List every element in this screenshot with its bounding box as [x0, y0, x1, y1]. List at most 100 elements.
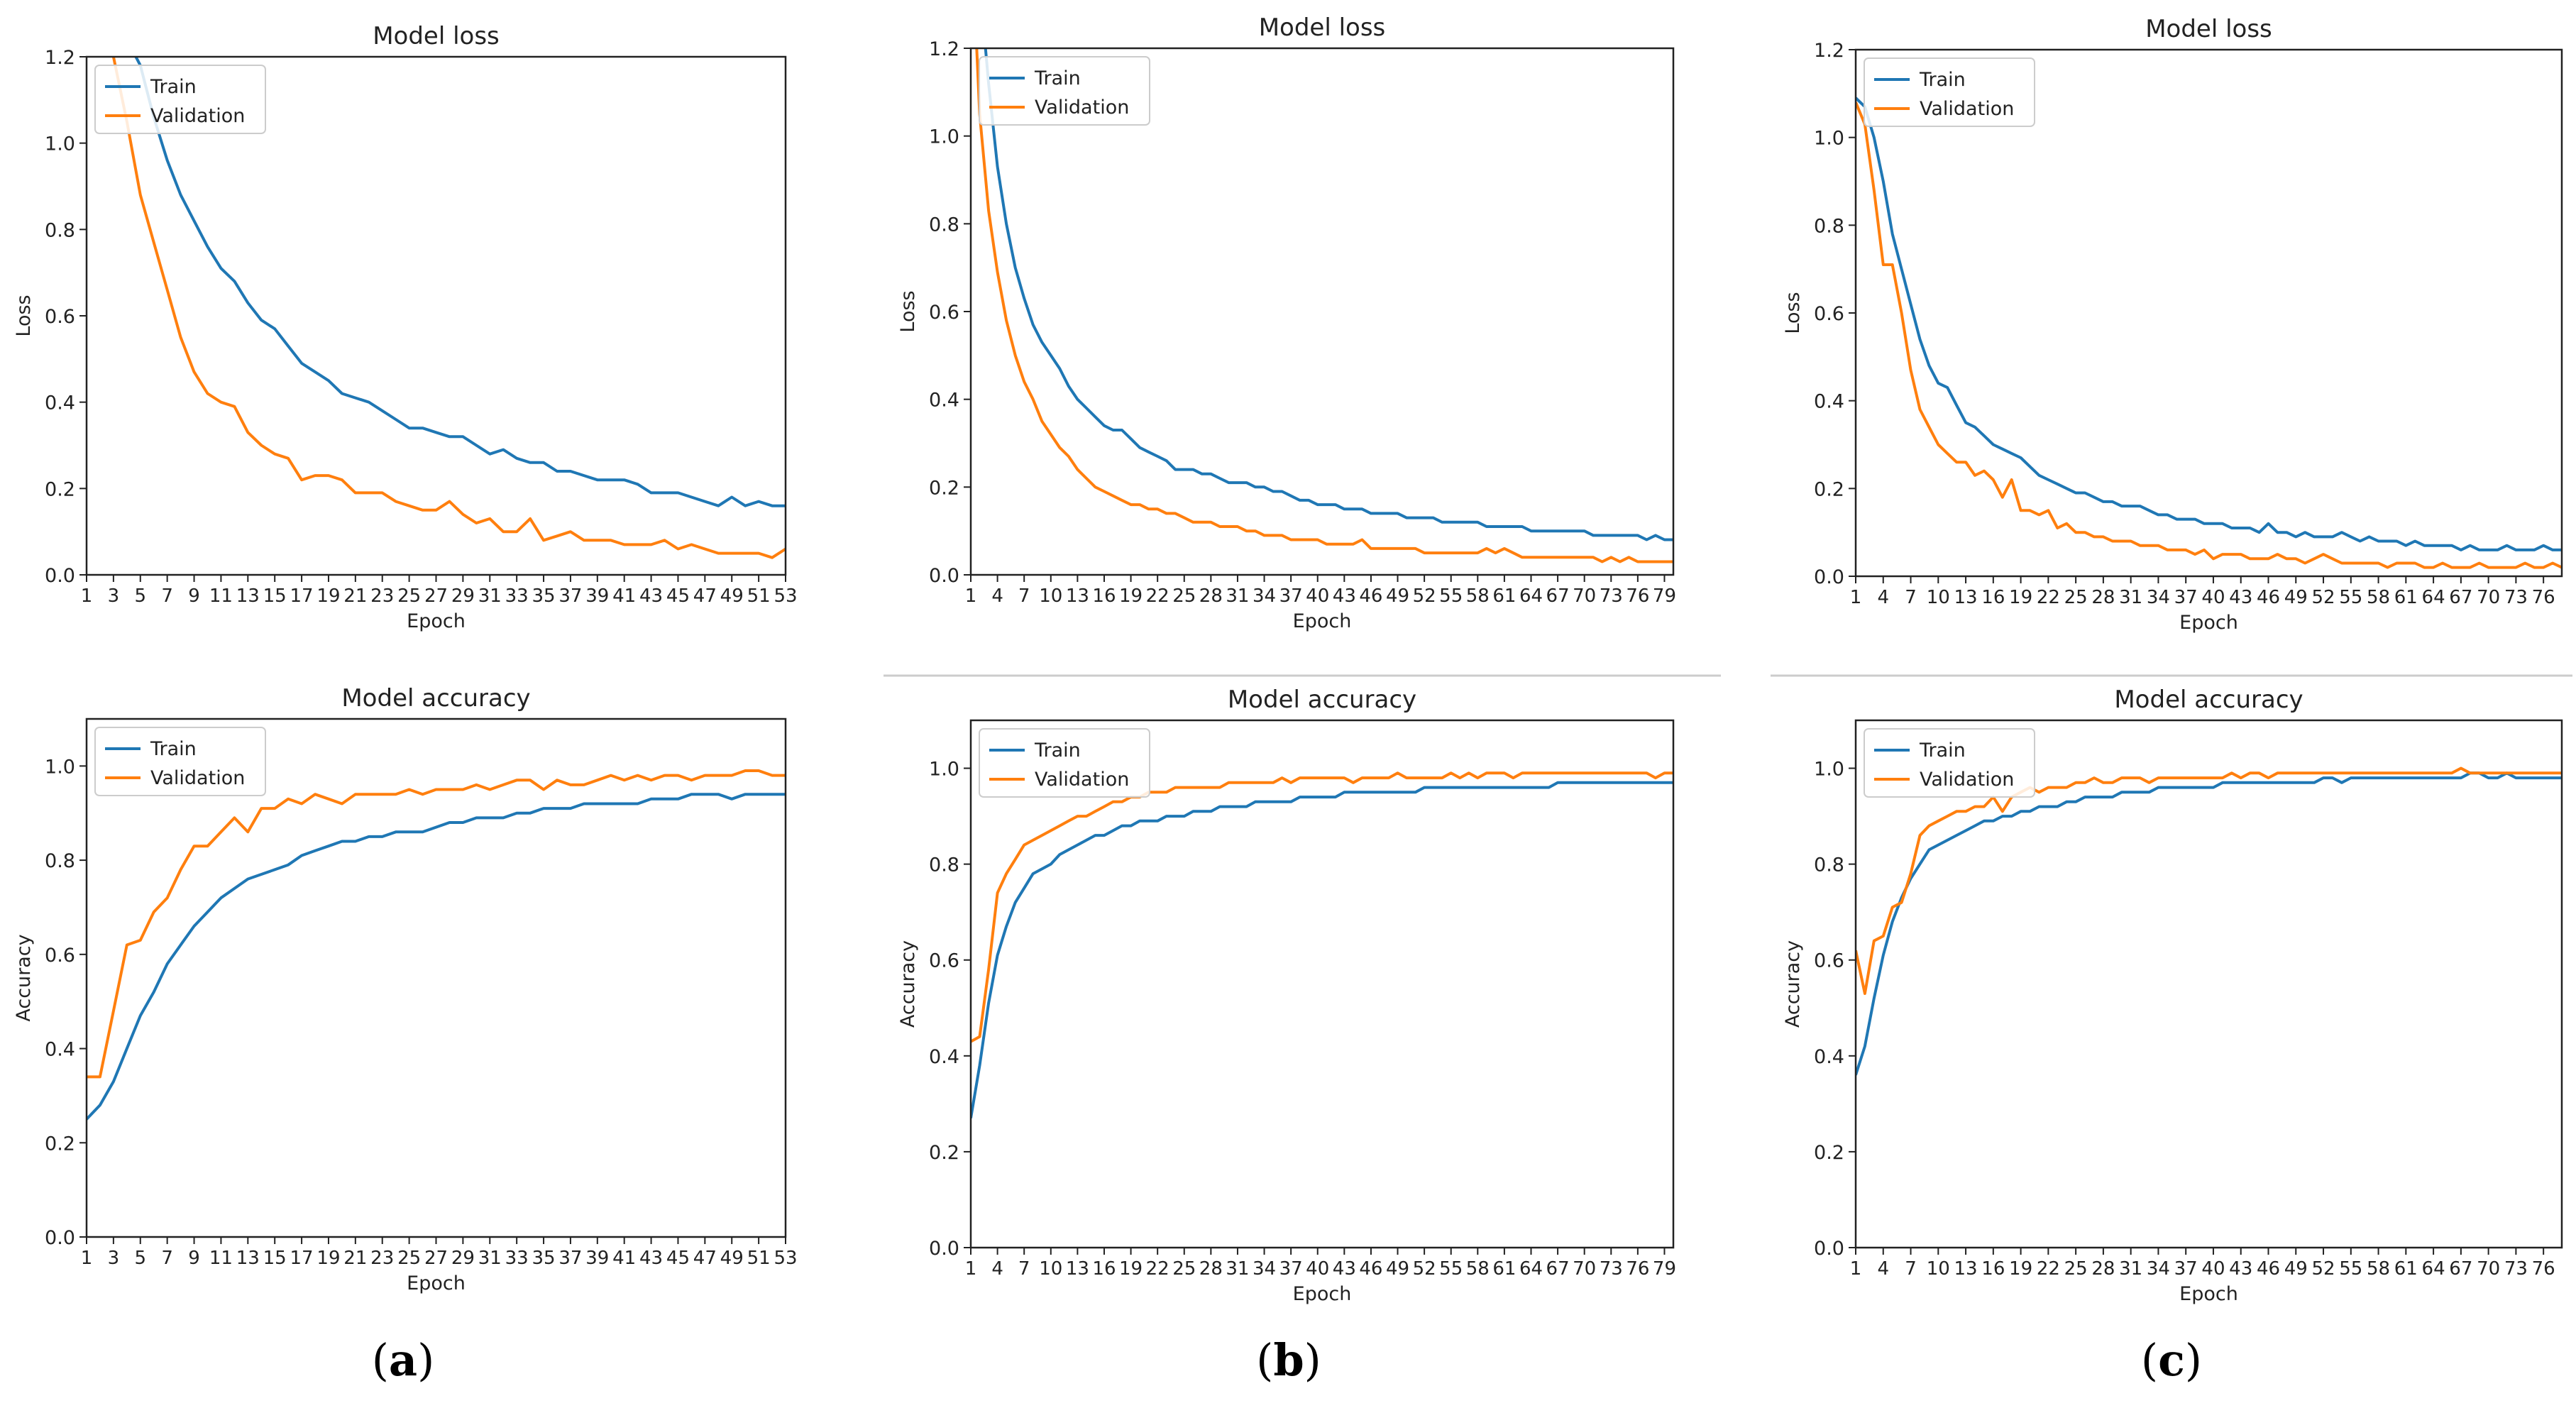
y-tick-label: 0.4 [929, 1046, 959, 1068]
x-tick-label: 52 [2311, 587, 2335, 608]
series-line-train [134, 57, 786, 507]
legend-label-train: Train [1034, 739, 1081, 761]
y-axis-label: Accuracy [13, 934, 35, 1021]
x-tick-label: 37 [2174, 587, 2198, 608]
x-tick-label: 27 [424, 1248, 448, 1269]
x-tick-label: 13 [1066, 585, 1089, 607]
x-tick-label: 64 [2422, 1258, 2445, 1280]
y-tick-label: 0.0 [929, 1238, 959, 1260]
x-axis-label: Epoch [407, 610, 466, 632]
legend-label-validation: Validation [150, 767, 245, 789]
x-tick-label: 67 [1546, 1258, 1570, 1280]
x-tick-label: 10 [1039, 585, 1062, 607]
x-tick-label: 7 [1905, 1258, 1917, 1280]
x-tick-label: 9 [188, 1248, 200, 1269]
x-tick-label: 7 [161, 585, 173, 607]
legend-label-train: Train [1034, 67, 1081, 89]
x-tick-label: 34 [1253, 585, 1276, 607]
x-tick-label: 51 [747, 1248, 771, 1269]
plot-frame [85, 717, 787, 1238]
y-axis-label: Accuracy [897, 940, 919, 1028]
x-tick-label: 3 [108, 1248, 120, 1269]
y-tick-label: 0.2 [929, 1142, 959, 1164]
x-tick-label: 27 [424, 585, 448, 607]
x-tick-label: 64 [2422, 587, 2445, 608]
plot-frame [1854, 48, 2563, 578]
series-line-validation [87, 769, 786, 1079]
chart-title: Model accuracy [1228, 686, 1416, 714]
x-tick-label: 43 [1333, 585, 1356, 607]
x-axis-label: Epoch [1293, 610, 1352, 632]
x-tick-label: 33 [505, 585, 529, 607]
x-tick-label: 25 [2064, 587, 2088, 608]
x-tick-label: 34 [2147, 587, 2170, 608]
chart-b-loss: Model loss 0.0 0.2 0.4 0.6 0.8 1.0 1.2 1 4 7 10 13 16… [897, 13, 1676, 632]
panel-label-b: (b) [1256, 1334, 1321, 1386]
x-tick-label: 1 [965, 585, 977, 607]
x-tick-label: 67 [2449, 587, 2472, 608]
x-tick-label: 49 [1386, 1258, 1409, 1280]
y-tick-label: 0.2 [1814, 478, 1844, 500]
x-tick-label: 16 [1981, 1258, 2005, 1280]
x-tick-label: 73 [1600, 585, 1623, 607]
x-tick-label: 79 [1653, 585, 1676, 607]
x-tick-label: 19 [317, 585, 340, 607]
legend-label-validation: Validation [1920, 769, 2014, 791]
x-tick-label: 43 [639, 585, 663, 607]
x-tick-label: 49 [2284, 587, 2308, 608]
y-tick-label: 0.6 [1814, 950, 1844, 972]
x-tick-label: 21 [343, 1248, 367, 1269]
y-tick-label: 0.8 [45, 850, 75, 872]
x-tick-label: 22 [1146, 585, 1169, 607]
legend-label-validation: Validation [1035, 769, 1129, 791]
x-tick-label: 31 [2119, 1258, 2142, 1280]
x-tick-label: 70 [2477, 587, 2500, 608]
x-tick-label: 10 [1927, 1258, 1950, 1280]
legend-label-train: Train [1919, 69, 1966, 91]
x-tick-label: 49 [720, 1248, 744, 1269]
x-tick-label: 37 [558, 585, 582, 607]
plot-frame [85, 55, 787, 576]
x-tick-label: 40 [1306, 585, 1329, 607]
x-tick-label: 5 [134, 585, 146, 607]
y-tick-label: 0.0 [45, 565, 75, 587]
x-tick-label: 58 [2367, 587, 2390, 608]
x-tick-label: 76 [2532, 1258, 2555, 1280]
x-tick-label: 46 [2257, 587, 2280, 608]
x-tick-label: 46 [2257, 1258, 2280, 1280]
x-tick-label: 52 [1413, 585, 1436, 607]
series-line-validation [975, 48, 1673, 563]
x-tick-label: 15 [263, 1248, 287, 1269]
x-tick-label: 45 [666, 1248, 690, 1269]
y-tick-label: 0.6 [45, 306, 75, 328]
chart-c-loss: Model loss 0.0 0.2 0.4 0.6 0.8 1.0 1.2 1 4 7 10 13 16… [1782, 15, 2563, 634]
chart-title: Model loss [2145, 15, 2272, 43]
x-tick-label: 43 [639, 1248, 663, 1269]
x-tick-label: 51 [747, 585, 771, 607]
x-axis-label: Epoch [1293, 1283, 1352, 1305]
x-tick-label: 10 [1927, 587, 1950, 608]
x-tick-label: 64 [1519, 1258, 1543, 1280]
series-line-train [87, 793, 786, 1121]
x-tick-label: 55 [1439, 585, 1463, 607]
x-tick-label: 41 [612, 585, 636, 607]
x-tick-label: 4 [991, 585, 1003, 607]
x-tick-label: 22 [2037, 1258, 2060, 1280]
x-tick-label: 23 [370, 1248, 394, 1269]
legend-label-validation: Validation [150, 105, 245, 127]
x-tick-label: 49 [2284, 1258, 2308, 1280]
x-tick-label: 25 [2064, 1258, 2088, 1280]
x-tick-label: 4 [991, 1258, 1003, 1280]
y-tick-label: 1.0 [929, 126, 959, 148]
x-tick-label: 1 [81, 1248, 93, 1269]
x-tick-label: 13 [1954, 587, 1978, 608]
plot-frame [969, 47, 1675, 576]
x-tick-label: 52 [1413, 1258, 1436, 1280]
x-tick-label: 4 [1877, 587, 1889, 608]
x-tick-label: 67 [1546, 585, 1570, 607]
x-tick-label: 61 [1492, 1258, 1516, 1280]
x-tick-label: 25 [1172, 585, 1196, 607]
